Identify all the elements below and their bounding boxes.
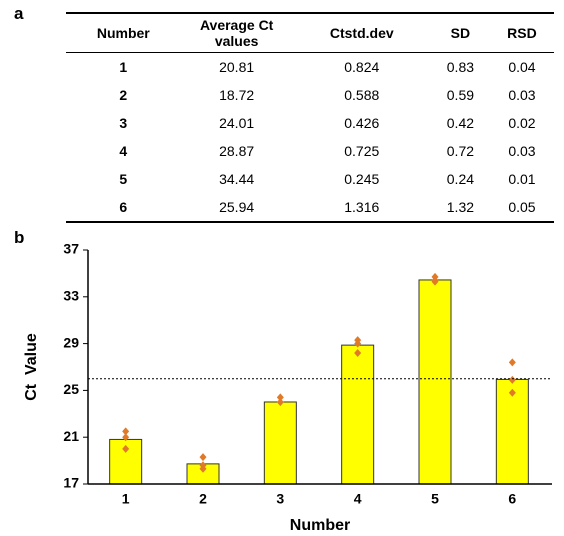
table-cell: 0.72 [446, 143, 475, 159]
data-point [276, 393, 284, 402]
data-point [354, 348, 362, 357]
table-cell: 1.316 [344, 199, 380, 215]
table-cell: 0.42 [446, 115, 475, 131]
x-tick-label: 5 [431, 491, 439, 507]
header-row: Number Average Ct values Ctstd.dev SD RSD [66, 13, 554, 53]
data-point [122, 433, 130, 442]
table-cell: 0.03 [508, 87, 536, 103]
y-tick-label: 37 [63, 241, 79, 257]
table-cell: 2 [119, 87, 128, 103]
column-header: Average Ct values [199, 17, 274, 49]
column-header: Number [96, 25, 150, 41]
x-tick-label: 1 [122, 491, 130, 507]
table-row: 6 25.94 1.316 1.32 0.05 [66, 193, 554, 222]
y-axis-label: Ct Value [23, 333, 40, 401]
x-tick-label: 4 [354, 491, 362, 507]
y-tick-label: 33 [63, 288, 79, 304]
table-row: 5 34.44 0.245 0.24 0.01 [66, 165, 554, 193]
table-cell: 4 [119, 143, 128, 159]
table-cell: 0.04 [508, 59, 536, 75]
table-row: 1 20.81 0.824 0.83 0.04 [66, 53, 554, 82]
table-cell: 0.59 [446, 87, 475, 103]
table-row: 2 18.72 0.588 0.59 0.03 [66, 81, 554, 109]
table-cell: 1.32 [446, 199, 475, 215]
table-cell: 24.01 [219, 115, 255, 131]
table-cell: 6 [119, 199, 128, 215]
table-cell: 0.245 [344, 171, 380, 187]
data-point [199, 453, 207, 462]
table-cell: 0.588 [344, 87, 380, 103]
table-cell: 0.24 [446, 171, 475, 187]
data-point [508, 358, 516, 367]
table-cell: 5 [119, 171, 128, 187]
table-cell: 3 [119, 115, 128, 131]
table-cell: 0.03 [508, 143, 536, 159]
table-cell: 34.44 [219, 171, 255, 187]
table-row: 3 24.01 0.426 0.42 0.02 [66, 109, 554, 137]
table-cell: 0.426 [344, 115, 380, 131]
data-point [122, 427, 130, 436]
panel-label: b [14, 228, 25, 247]
y-tick-label: 21 [63, 428, 79, 444]
data-point [199, 464, 207, 473]
table-cell: 0.05 [508, 199, 536, 215]
x-tick-label: 6 [508, 491, 516, 507]
table-body: 1 20.81 0.824 0.83 0.04 2 18.72 0.588 0.59 0.03 3 2… [66, 53, 554, 222]
y-tick-label: 29 [63, 334, 79, 350]
table-cell: 0.01 [508, 171, 536, 187]
table-cell: 0.824 [344, 59, 380, 75]
column-header: Ctstd.dev [329, 25, 394, 41]
chart: 17 21 25 29 33 37 1 2 3 4 5 6 Number Ct Value [23, 241, 552, 534]
table-cell: 28.87 [219, 143, 255, 159]
y-tick-label: 17 [63, 475, 79, 491]
bar [418, 279, 452, 485]
data-point [508, 388, 516, 397]
data-point [122, 444, 130, 453]
y-tick-label: 25 [63, 381, 79, 397]
bar [341, 344, 375, 485]
bar [263, 401, 297, 485]
x-tick-label: 2 [199, 491, 207, 507]
data-point [431, 277, 439, 286]
panel-label: a [14, 4, 24, 23]
data-table: Number Average Ct values Ctstd.dev SD RSD 1 2… [66, 12, 554, 223]
table-cell: 18.72 [219, 87, 255, 103]
table-cell: 1 [119, 59, 128, 75]
data-point [276, 398, 284, 407]
data-point [508, 375, 516, 384]
table-cell: 0.83 [446, 59, 475, 75]
table-cell: 0.725 [344, 143, 380, 159]
bar [495, 378, 529, 485]
x-tick-label: 3 [276, 491, 284, 507]
x-axis-label: Number [290, 517, 350, 534]
table-cell: 0.02 [508, 115, 536, 131]
column-header: SD [450, 25, 471, 41]
column-header: RSD [507, 25, 537, 41]
table-row: 4 28.87 0.725 0.72 0.03 [66, 137, 554, 165]
table-cell: 20.81 [219, 59, 255, 75]
data-point [354, 339, 362, 348]
table-cell: 25.94 [219, 199, 255, 215]
